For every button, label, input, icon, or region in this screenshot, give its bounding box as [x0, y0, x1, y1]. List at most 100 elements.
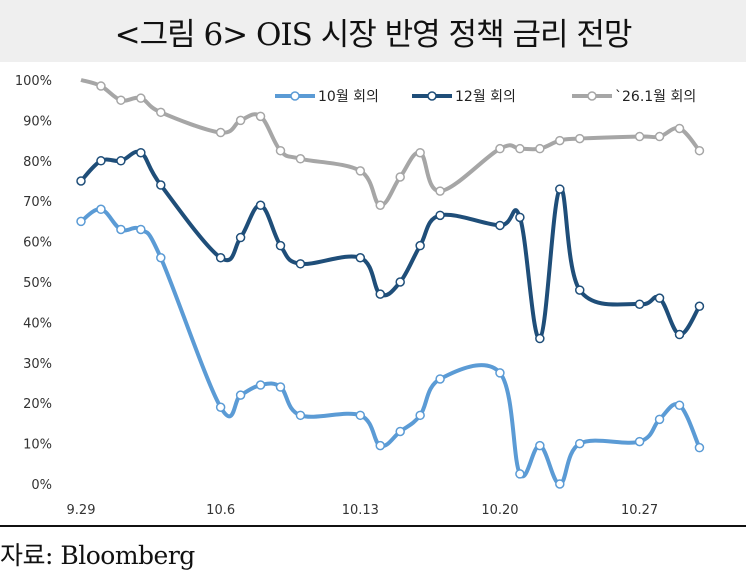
y-tick-label: 50%: [23, 276, 52, 291]
data-point: [255, 380, 266, 390]
data-point: [375, 440, 385, 451]
data-point: [96, 81, 106, 91]
divider: [0, 525, 746, 527]
data-point: [555, 184, 565, 194]
data-point: [495, 220, 505, 231]
data-point: [375, 289, 385, 299]
data-point: [215, 402, 226, 412]
data-point: [355, 410, 366, 421]
y-tick-label: 0%: [31, 478, 52, 493]
y-tick-label: 90%: [23, 114, 52, 129]
data-point: [515, 212, 525, 223]
data-point: [295, 259, 306, 269]
data-point: [116, 156, 126, 166]
data-point: [76, 216, 86, 227]
y-tick-label: 80%: [23, 155, 52, 170]
data-point: [76, 176, 86, 186]
data-point: [555, 479, 565, 489]
data-point: [295, 154, 306, 164]
data-point: [215, 253, 226, 263]
data-point: [156, 253, 166, 263]
x-tick-label: 10.20: [481, 503, 518, 518]
data-point: [435, 186, 445, 196]
x-tick-label: 9.29: [67, 503, 96, 518]
data-point: [535, 440, 545, 451]
x-tick-label: 10.6: [206, 503, 235, 518]
series-line-2: [80, 78, 702, 208]
data-point: [415, 147, 425, 158]
y-tick-label: 40%: [23, 316, 52, 331]
source-note: 자료: Bloomberg: [0, 541, 195, 570]
data-point: [575, 438, 585, 449]
y-tick-label: 30%: [23, 357, 52, 372]
data-point: [96, 156, 106, 166]
data-point: [654, 131, 665, 142]
data-point: [634, 436, 645, 447]
data-point: [694, 301, 705, 311]
data-point: [355, 253, 366, 263]
data-point: [235, 232, 246, 243]
data-point: [275, 240, 286, 251]
y-tick-label: 10%: [23, 438, 52, 453]
data-point: [415, 410, 425, 421]
x-tick-label: 10.13: [342, 503, 379, 518]
legend-marker-icon: [427, 91, 437, 101]
data-point: [435, 374, 445, 384]
data-point: [136, 224, 146, 235]
legend-marker-icon: [290, 91, 300, 101]
legend-label: `26.1월 회의: [615, 89, 696, 105]
data-point: [136, 147, 146, 158]
data-point: [634, 299, 645, 309]
data-point: [235, 115, 246, 126]
data-point: [295, 410, 306, 421]
data-point: [136, 93, 146, 103]
data-point: [674, 400, 685, 410]
y-tick-label: 100%: [15, 74, 52, 89]
data-point: [495, 368, 505, 378]
data-point: [674, 329, 685, 340]
legend-label: 10월 회의: [318, 89, 379, 105]
data-point: [435, 210, 445, 221]
figure-title: <그림 6> OIS 시장 반영 정책 금리 전망: [0, 0, 746, 62]
data-point: [515, 143, 525, 154]
data-point: [116, 95, 126, 105]
data-point: [515, 469, 525, 479]
data-point: [575, 285, 585, 295]
data-point: [255, 111, 266, 122]
data-point: [575, 133, 585, 144]
data-point: [275, 145, 286, 156]
data-point: [375, 200, 385, 210]
data-point: [634, 131, 645, 142]
data-point: [156, 180, 166, 190]
data-point: [535, 143, 545, 154]
data-point: [395, 172, 405, 182]
data-point: [355, 166, 366, 176]
data-point: [495, 143, 505, 154]
data-point: [275, 382, 286, 392]
y-tick-label: 70%: [23, 195, 52, 210]
data-point: [156, 107, 166, 118]
legend-label: 12월 회의: [455, 89, 516, 105]
data-point: [654, 293, 665, 303]
data-point: [694, 145, 705, 156]
data-point: [415, 240, 425, 251]
data-point: [694, 442, 705, 453]
data-point: [535, 333, 545, 344]
data-point: [96, 204, 106, 215]
data-point: [654, 414, 665, 425]
series-line-1: [79, 149, 702, 341]
data-point: [215, 127, 226, 138]
data-point: [674, 123, 685, 134]
data-point: [555, 135, 565, 146]
data-point: [395, 277, 405, 287]
series-line-0: [79, 207, 702, 486]
legend-marker-icon: [587, 91, 597, 101]
data-point: [235, 390, 246, 400]
data-point: [116, 224, 126, 235]
line-chart: 0% 10% 20% 30% 40% 50% 60% 70% 80% 90% 100% 9.29 10.…: [15, 74, 705, 518]
x-tick-label: 10.27: [621, 503, 658, 518]
y-tick-label: 20%: [23, 397, 52, 412]
data-point: [395, 426, 405, 437]
y-tick-label: 60%: [23, 236, 52, 251]
data-point: [255, 200, 266, 210]
